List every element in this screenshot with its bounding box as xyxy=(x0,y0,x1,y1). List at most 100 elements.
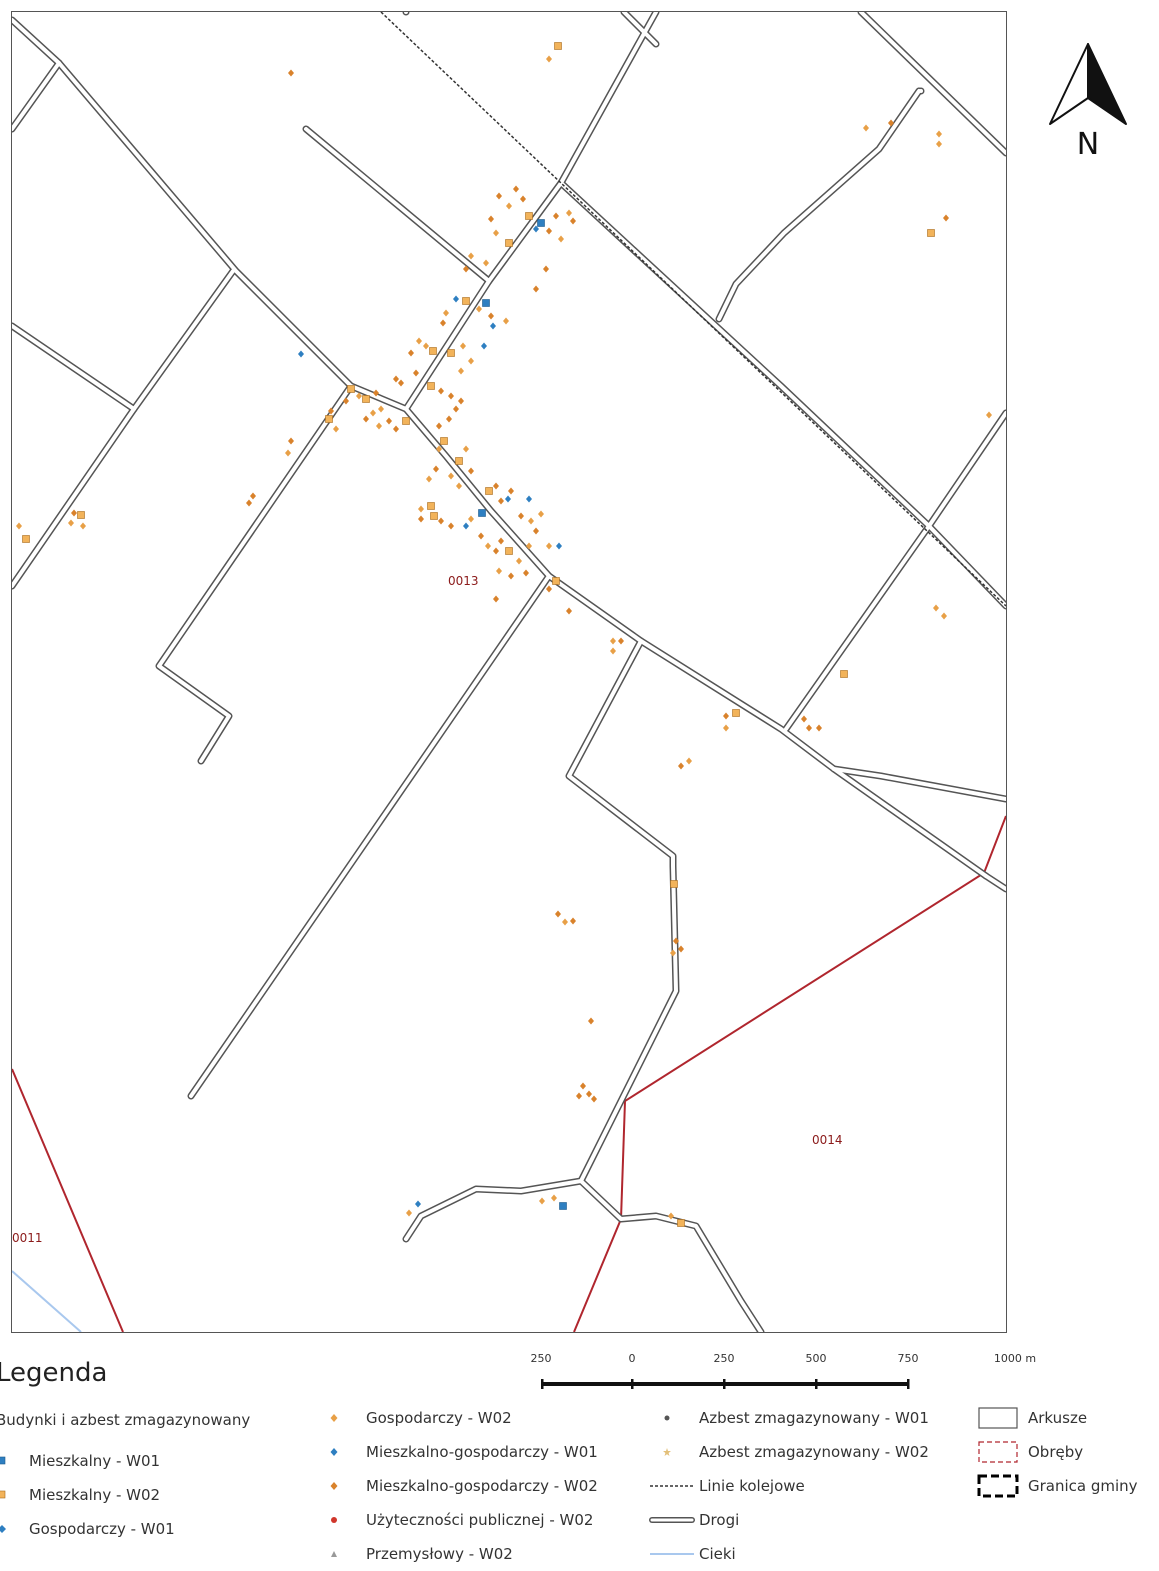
marker-orange-building[interactable] xyxy=(458,368,464,375)
marker-orange-building[interactable] xyxy=(986,412,992,419)
marker-orange-building[interactable] xyxy=(485,543,491,550)
marker-orange-building[interactable] xyxy=(588,1018,594,1025)
marker-orange-building[interactable] xyxy=(586,1091,592,1098)
marker-orange-building[interactable] xyxy=(468,516,474,523)
marker-orange-building[interactable] xyxy=(941,613,947,620)
marker-orange-building[interactable] xyxy=(543,266,549,273)
marker-orange-building[interactable] xyxy=(453,406,459,413)
marker-orange-building[interactable] xyxy=(539,1198,545,1205)
marker-orange-building[interactable] xyxy=(591,1096,597,1103)
marker-mieszkalny-w02[interactable] xyxy=(553,578,560,585)
marker-orange-building[interactable] xyxy=(393,426,399,433)
marker-orange-building[interactable] xyxy=(468,468,474,475)
marker-orange-building[interactable] xyxy=(443,310,449,317)
marker-orange-building[interactable] xyxy=(528,518,534,525)
marker-orange-building[interactable] xyxy=(448,393,454,400)
marker-orange-building[interactable] xyxy=(448,473,454,480)
marker-mieszkalny-w02[interactable] xyxy=(526,213,533,220)
marker-mieszkalny-w02[interactable] xyxy=(431,513,438,520)
marker-orange-building[interactable] xyxy=(570,918,576,925)
marker-orange-building[interactable] xyxy=(398,380,404,387)
marker-orange-building[interactable] xyxy=(468,358,474,365)
marker-orange-building[interactable] xyxy=(546,543,552,550)
marker-orange-building[interactable] xyxy=(806,725,812,732)
marker-orange-building[interactable] xyxy=(538,511,544,518)
marker-orange-building[interactable] xyxy=(483,260,489,267)
marker-orange-building[interactable] xyxy=(468,253,474,260)
marker-orange-building[interactable] xyxy=(508,573,514,580)
marker-orange-building[interactable] xyxy=(493,596,499,603)
marker-blue-building[interactable] xyxy=(453,296,459,303)
marker-blue-building[interactable] xyxy=(556,543,562,550)
marker-mieszkalny-w02[interactable] xyxy=(456,458,463,465)
marker-orange-building[interactable] xyxy=(426,476,432,483)
marker-mieszkalny-w02[interactable] xyxy=(928,230,935,237)
marker-orange-building[interactable] xyxy=(406,1210,412,1217)
marker-orange-building[interactable] xyxy=(863,125,869,132)
marker-orange-building[interactable] xyxy=(288,70,294,77)
marker-orange-building[interactable] xyxy=(438,388,444,395)
marker-mieszkalny-w02[interactable] xyxy=(448,350,455,357)
marker-orange-building[interactable] xyxy=(416,338,422,345)
marker-orange-building[interactable] xyxy=(250,493,256,500)
marker-mieszkalny-w01[interactable] xyxy=(538,220,545,227)
marker-blue-building[interactable] xyxy=(415,1201,421,1208)
marker-orange-building[interactable] xyxy=(378,406,384,413)
marker-orange-building[interactable] xyxy=(516,558,522,565)
marker-orange-building[interactable] xyxy=(610,638,616,645)
marker-mieszkalny-w02[interactable] xyxy=(463,298,470,305)
marker-orange-building[interactable] xyxy=(463,446,469,453)
marker-orange-building[interactable] xyxy=(801,716,807,723)
marker-mieszkalny-w02[interactable] xyxy=(428,383,435,390)
marker-mieszkalny-w02[interactable] xyxy=(363,396,370,403)
marker-mieszkalny-w02[interactable] xyxy=(428,503,435,510)
marker-orange-building[interactable] xyxy=(498,498,504,505)
marker-mieszkalny-w02[interactable] xyxy=(326,416,333,423)
marker-orange-building[interactable] xyxy=(943,215,949,222)
marker-orange-building[interactable] xyxy=(678,946,684,953)
marker-mieszkalny-w02[interactable] xyxy=(671,881,678,888)
marker-orange-building[interactable] xyxy=(246,500,252,507)
marker-mieszkalny-w02[interactable] xyxy=(78,512,85,519)
marker-mieszkalny-w02[interactable] xyxy=(733,710,740,717)
marker-orange-building[interactable] xyxy=(533,286,539,293)
marker-orange-building[interactable] xyxy=(506,203,512,210)
marker-orange-building[interactable] xyxy=(518,513,524,520)
marker-orange-building[interactable] xyxy=(458,398,464,405)
marker-orange-building[interactable] xyxy=(508,488,514,495)
marker-orange-building[interactable] xyxy=(408,350,414,357)
marker-orange-building[interactable] xyxy=(566,210,572,217)
marker-orange-building[interactable] xyxy=(80,523,86,530)
marker-mieszkalny-w02[interactable] xyxy=(441,438,448,445)
marker-mieszkalny-w02[interactable] xyxy=(430,348,437,355)
marker-orange-building[interactable] xyxy=(570,218,576,225)
marker-orange-building[interactable] xyxy=(496,568,502,575)
marker-orange-building[interactable] xyxy=(546,586,552,593)
marker-orange-building[interactable] xyxy=(498,538,504,545)
marker-orange-building[interactable] xyxy=(562,919,568,926)
marker-orange-building[interactable] xyxy=(488,313,494,320)
marker-orange-building[interactable] xyxy=(566,608,572,615)
marker-orange-building[interactable] xyxy=(71,510,77,517)
marker-orange-building[interactable] xyxy=(456,483,462,490)
marker-mieszkalny-w02[interactable] xyxy=(506,240,513,247)
marker-orange-building[interactable] xyxy=(513,186,519,193)
marker-orange-building[interactable] xyxy=(533,528,539,535)
marker-orange-building[interactable] xyxy=(933,605,939,612)
marker-mieszkalny-w02[interactable] xyxy=(506,548,513,555)
marker-orange-building[interactable] xyxy=(610,648,616,655)
marker-orange-building[interactable] xyxy=(418,506,424,513)
marker-blue-building[interactable] xyxy=(526,496,532,503)
marker-mieszkalny-w02[interactable] xyxy=(486,488,493,495)
marker-orange-building[interactable] xyxy=(816,725,822,732)
marker-orange-building[interactable] xyxy=(678,763,684,770)
marker-orange-building[interactable] xyxy=(285,450,291,457)
marker-mieszkalny-w02[interactable] xyxy=(348,386,355,393)
marker-orange-building[interactable] xyxy=(460,343,466,350)
marker-orange-building[interactable] xyxy=(496,193,502,200)
marker-orange-building[interactable] xyxy=(370,410,376,417)
marker-orange-building[interactable] xyxy=(555,911,561,918)
marker-orange-building[interactable] xyxy=(686,758,692,765)
marker-orange-building[interactable] xyxy=(523,570,529,577)
marker-orange-building[interactable] xyxy=(936,141,942,148)
